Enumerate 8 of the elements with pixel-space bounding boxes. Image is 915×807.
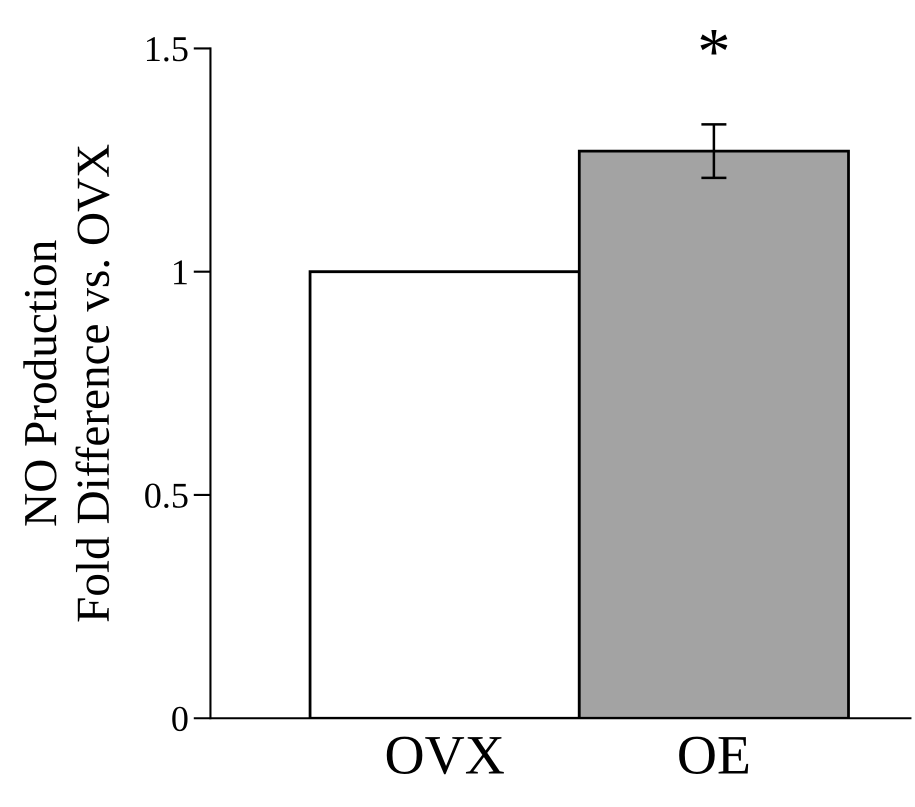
- x-tick-label: OE: [679, 736, 748, 774]
- y-tick-label: 0.5: [145, 483, 188, 508]
- y-tick-label: 0: [172, 706, 188, 732]
- y-axis-title: NO Production Fold Difference vs. OVX: [23, 144, 110, 622]
- x-tick-label: OVX: [386, 736, 504, 774]
- y-tick-label: 1.5: [146, 37, 188, 62]
- y-tick-label: 1: [174, 260, 187, 284]
- annotation: *: [700, 30, 728, 54]
